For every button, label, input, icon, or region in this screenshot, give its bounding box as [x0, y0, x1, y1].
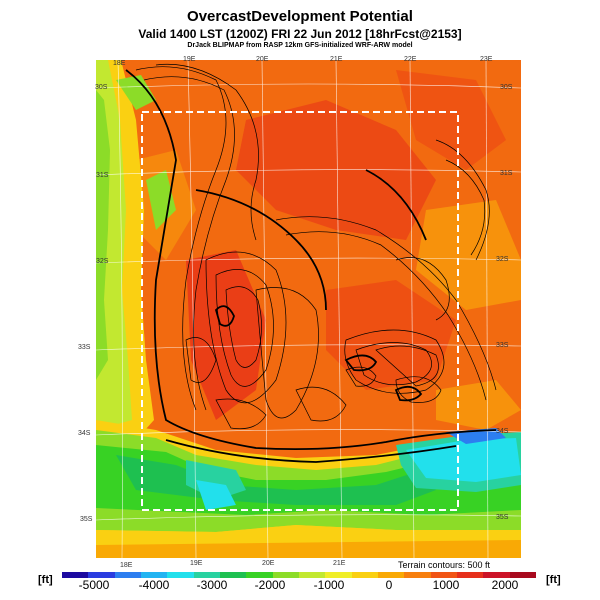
legend-tick-label: -1000 — [313, 578, 345, 592]
color-scale-swatch — [430, 572, 457, 578]
lat-label-right: 30S — [500, 84, 513, 91]
valid-time-line: Valid 1400 LST (1200Z) FRI 22 Jun 2012 [… — [138, 27, 462, 41]
color-scale-swatch — [509, 572, 536, 578]
color-scale-swatch — [483, 572, 510, 578]
color-scale-bar — [62, 572, 536, 578]
legend-tick-label: 2000 — [491, 578, 519, 592]
color-scale-swatch — [193, 572, 220, 578]
lon-label-bottom: 18E — [120, 562, 133, 569]
lon-label-bottom: 19E — [190, 560, 203, 567]
legend-tick-label: -5000 — [78, 578, 110, 592]
legend-unit-right: [ft] — [546, 574, 561, 586]
lat-label-right: 31S — [500, 170, 513, 177]
lat-label-left: 32S — [96, 258, 109, 265]
lon-label-top: 19E — [183, 56, 196, 63]
lat-label-right: 33S — [496, 342, 509, 349]
lat-label-left: 30S — [95, 84, 108, 91]
lat-label-left: 33S — [78, 344, 91, 351]
legend-tick-label: -2000 — [254, 578, 286, 592]
lon-label-top: 20E — [256, 56, 269, 63]
color-scale-swatch — [272, 572, 299, 578]
lat-label-left: 31S — [96, 172, 109, 179]
color-scale-swatch — [456, 572, 484, 578]
legend-unit-left: [ft] — [38, 574, 53, 586]
lon-label-top: 23E — [480, 56, 493, 63]
terrain-contour-note: Terrain contours: 500 ft — [398, 560, 491, 570]
color-scale-swatch — [404, 572, 431, 578]
color-scale-swatch — [246, 572, 273, 578]
lat-label-left: 35S — [80, 516, 93, 523]
color-scale-swatch — [377, 572, 405, 578]
legend-tick-label: 0 — [385, 578, 393, 592]
legend-tick-label: 1000 — [432, 578, 460, 592]
lon-label-bottom: 20E — [262, 560, 275, 567]
color-scale-swatch — [88, 572, 115, 578]
color-scale-swatch — [167, 572, 194, 578]
color-scale-swatch — [114, 572, 141, 578]
color-scale-swatch — [62, 572, 89, 578]
lat-label-right: 34S — [496, 428, 509, 435]
color-scale-swatch — [298, 572, 326, 578]
legend-tick-label: -3000 — [196, 578, 228, 592]
lon-label-top: 18E — [113, 60, 126, 67]
color-scale-swatch — [219, 572, 247, 578]
lat-label-left: 34S — [78, 430, 91, 437]
lon-label-top: 22E — [404, 56, 417, 63]
color-scale-swatch — [140, 572, 168, 578]
color-scale-swatch — [351, 572, 378, 578]
lat-label-right: 32S — [496, 256, 509, 263]
lat-label-right: 35S — [496, 514, 509, 521]
map-title: OvercastDevelopment Potential — [187, 8, 413, 25]
lon-label-top: 21E — [330, 56, 343, 63]
legend-tick-label: -4000 — [138, 578, 170, 592]
color-scale-swatch — [325, 572, 352, 578]
forecast-map — [96, 60, 521, 558]
lon-label-bottom: 21E — [333, 560, 346, 567]
model-info-line: DrJack BLIPMAP from RASP 12km GFS-initia… — [187, 42, 413, 49]
